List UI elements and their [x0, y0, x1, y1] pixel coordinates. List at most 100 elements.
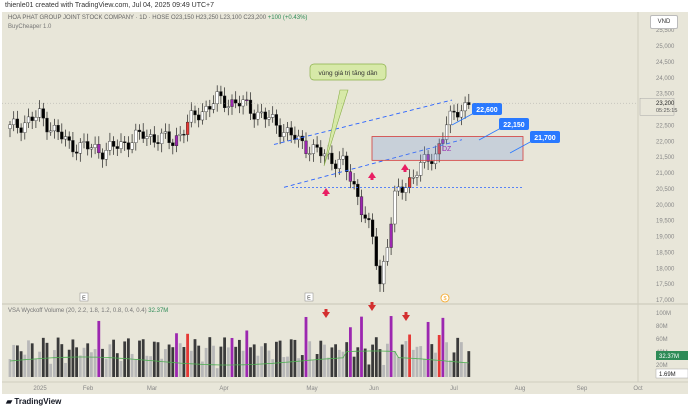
price-tick: 18,500 — [656, 250, 675, 256]
ohlc-low: L23,100 — [220, 15, 242, 21]
candle-body — [215, 91, 219, 105]
volume-bar — [349, 327, 352, 377]
candle-body — [322, 153, 327, 157]
volume-bar — [256, 355, 260, 377]
earnings-marker-box — [304, 292, 314, 302]
volume-bar — [152, 341, 156, 377]
candle-body — [419, 162, 423, 176]
volume-bar — [386, 343, 389, 377]
price-tick: 20,000 — [656, 203, 675, 209]
volume-bar — [408, 334, 411, 377]
candle-body — [293, 134, 297, 140]
volume-bar — [448, 360, 452, 377]
volume-bar — [356, 347, 360, 377]
volume-bar — [175, 333, 178, 377]
volume-bar — [319, 340, 323, 377]
up-arrow-icon — [368, 172, 376, 178]
time-tick: Jul — [450, 386, 458, 392]
candle-body — [430, 161, 434, 164]
ohlc-open: O23,150 — [170, 15, 194, 21]
volume-legend[interactable]: VSA Wyckoff Volume (20, 2.2, 1.8, 1.2, 0… — [8, 308, 168, 314]
candle-body — [97, 144, 101, 154]
candle-body — [285, 127, 290, 133]
volume-bar — [90, 352, 93, 377]
currency-button[interactable]: VND — [650, 15, 678, 29]
channel-lower-line — [283, 139, 463, 188]
volume-bar — [441, 317, 445, 377]
candle-body — [78, 142, 82, 154]
candle-body — [408, 177, 412, 188]
volume-bar — [297, 358, 300, 377]
volume-bar — [208, 337, 212, 377]
volume-bar — [71, 339, 75, 377]
volume-bar — [67, 349, 71, 377]
callout-pointer — [323, 89, 349, 167]
price-tick: 17,500 — [656, 282, 675, 288]
volume-bar — [127, 338, 130, 377]
volume-bar — [271, 359, 275, 377]
candle-body — [137, 129, 142, 132]
volume-ma-line — [9, 350, 469, 366]
volume-bar — [134, 359, 138, 377]
candle-body — [237, 102, 241, 107]
volume-bar — [53, 350, 56, 377]
candle-body — [256, 111, 260, 120]
volume-tick: 100M — [656, 311, 671, 317]
volume-low-badge — [655, 368, 688, 379]
price-tick: 17,000 — [656, 298, 675, 304]
volume-bar — [186, 333, 189, 377]
volume-bar — [304, 316, 308, 377]
last-price-box — [639, 97, 675, 116]
volume-bar — [141, 339, 145, 377]
price-tick: 20,500 — [656, 187, 675, 193]
volume-bar — [82, 347, 86, 377]
candle-body — [111, 141, 116, 147]
volume-bar — [201, 361, 204, 377]
up-arrow-icon — [401, 164, 409, 170]
volume-bar — [404, 341, 408, 377]
volume-bar — [130, 353, 134, 377]
candle-body — [260, 111, 264, 114]
candle-body — [274, 114, 278, 126]
candle-body — [378, 265, 382, 285]
time-tick: Mar — [147, 386, 157, 392]
candle-body — [300, 135, 304, 142]
candle-body — [60, 131, 64, 140]
volume-bar — [234, 346, 238, 377]
down-arrow-stem — [324, 309, 328, 313]
candle-body — [241, 99, 245, 107]
symbol-name: HOA PHAT GROUP JOINT STOCK COMPANY · 1D … — [8, 15, 170, 21]
candle-body — [45, 117, 49, 133]
price-tick: 19,000 — [656, 235, 675, 241]
down-arrow-icon — [322, 312, 330, 318]
candle-body — [82, 141, 86, 143]
candle-body — [145, 136, 149, 139]
volume-bar — [138, 340, 141, 377]
candle-body — [134, 129, 138, 143]
volume-bar — [145, 355, 149, 377]
down-arrow-icon — [368, 305, 376, 311]
volume-bar — [178, 343, 182, 377]
tradingview-logo: ▰ TradingView — [6, 397, 61, 406]
indicator-legend[interactable]: BuyCheaper 1.0 — [8, 24, 52, 30]
volume-bar — [260, 346, 263, 377]
volume-bar — [238, 339, 241, 377]
chart-area[interactable]: 25,50025,00024,50024,00023,50023,00022,5… — [2, 12, 688, 394]
candle-body — [319, 147, 323, 157]
credit-line: thienle01 created with TradingView.com, … — [5, 2, 215, 9]
candle-body — [208, 106, 212, 110]
volume-bar — [263, 343, 267, 377]
volume-bar — [41, 337, 45, 377]
volume-bar — [400, 344, 404, 377]
candle-body — [330, 152, 334, 165]
price-tick: 24,000 — [656, 76, 675, 82]
volume-tick: 80M — [656, 324, 668, 330]
chart-canvas[interactable]: 25,50025,00024,50024,00023,50023,00022,5… — [2, 12, 688, 394]
candle-body — [197, 114, 201, 121]
candle-body — [278, 125, 282, 137]
level-leader-line — [451, 112, 475, 126]
candle-body — [34, 117, 38, 121]
volume-bar — [300, 355, 304, 377]
volume-bar — [411, 349, 415, 377]
volume-bar — [86, 343, 90, 377]
